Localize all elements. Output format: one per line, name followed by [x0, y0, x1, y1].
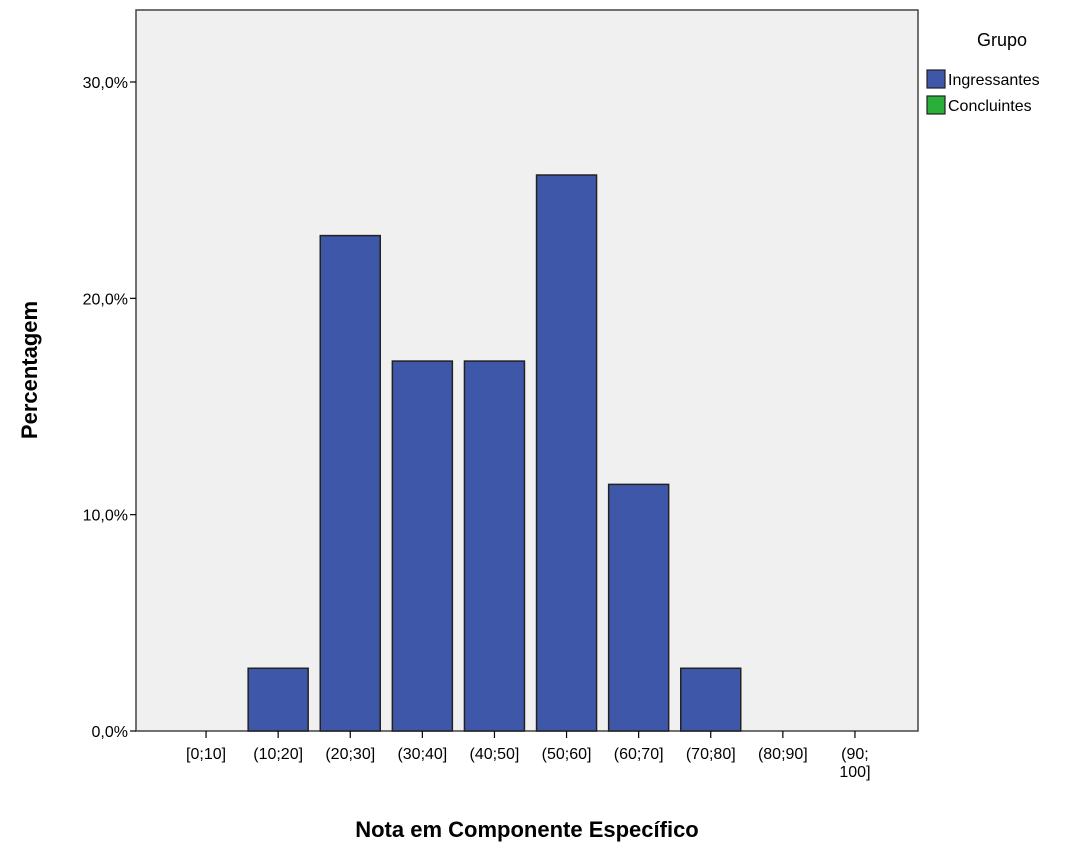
- bar-ingressantes-3: [391, 360, 454, 732]
- bar-ingressantes-5: [535, 174, 598, 732]
- legend-label-ingressantes: Ingressantes: [948, 72, 1040, 89]
- y-tick-label: 30,0%: [83, 75, 128, 92]
- x-tick-label: (30;40]: [397, 746, 447, 763]
- x-tick-label: (40;50]: [470, 746, 520, 763]
- x-tick-label: (90; 100]: [839, 746, 870, 781]
- bar-ingressantes-4: [463, 360, 526, 732]
- x-tick-label: (20;30]: [325, 746, 375, 763]
- x-axis-label: Nota em Componente Específico: [355, 817, 699, 842]
- y-tick-label: 0,0%: [92, 724, 128, 741]
- x-tick-label: (50;60]: [542, 746, 592, 763]
- bar-ingressantes-1: [247, 667, 309, 732]
- plot-area: [135, 9, 919, 732]
- x-tick-label: (70;80]: [686, 746, 736, 763]
- legend-swatch-ingressantes: [926, 69, 946, 89]
- bar-ingressantes-7: [680, 667, 742, 732]
- bar-ingressantes-6: [607, 483, 670, 732]
- x-tick-label: [0;10]: [186, 746, 226, 763]
- bar-ingressantes-2: [319, 234, 381, 732]
- legend-label-concluintes: Concluintes: [948, 98, 1032, 115]
- x-tick-label: (80;90]: [758, 746, 808, 763]
- legend: Grupo Ingressantes Concluintes: [926, 30, 1040, 115]
- y-tick-label: 20,0%: [83, 291, 128, 308]
- y-axis-label: Percentagem: [17, 301, 42, 439]
- x-tick-label: (60;70]: [614, 746, 664, 763]
- legend-swatch-concluintes: [926, 95, 946, 115]
- y-tick-label: 10,0%: [83, 508, 128, 525]
- legend-title: Grupo: [977, 30, 1027, 50]
- x-tick-label: (10;20]: [253, 746, 303, 763]
